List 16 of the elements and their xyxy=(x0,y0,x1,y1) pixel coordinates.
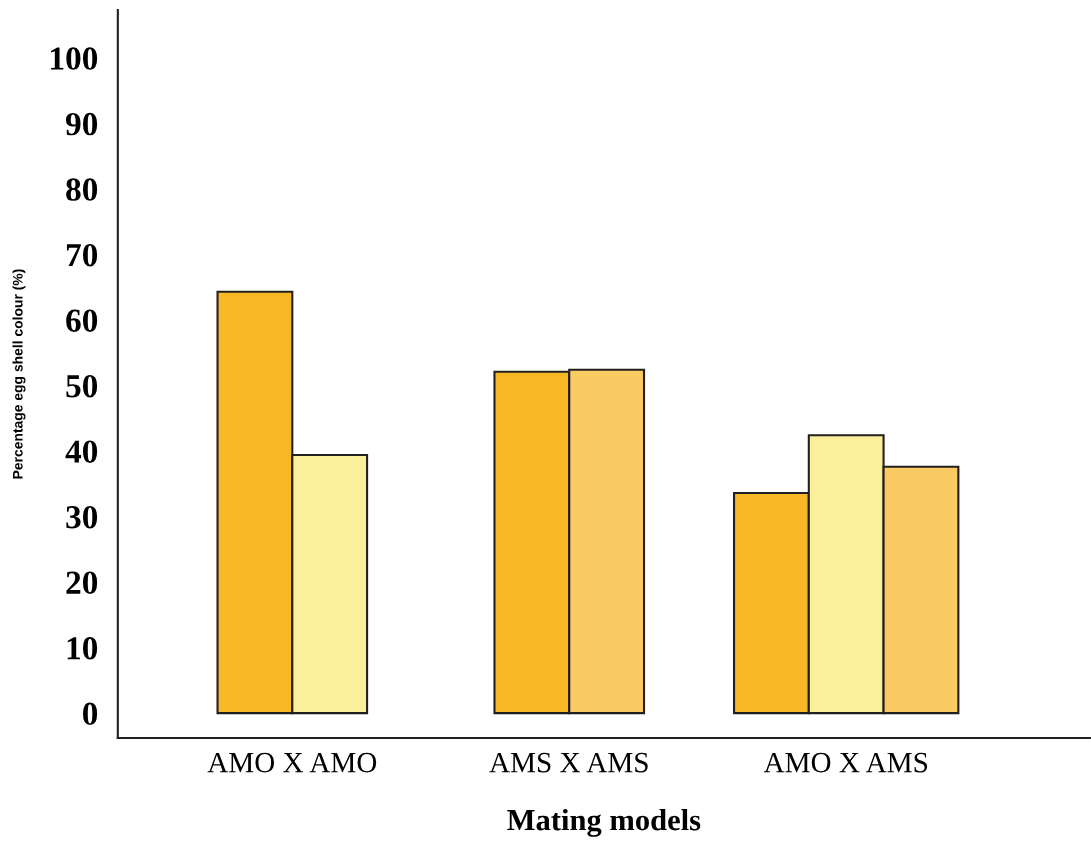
y-tick-label: 90 xyxy=(65,112,98,136)
y-tick-label: 100 xyxy=(51,47,98,70)
x-tick-label: AMO X AMS xyxy=(763,752,928,773)
x-axis-title: Mating models xyxy=(507,808,701,837)
y-tick-label: 30 xyxy=(66,505,98,529)
y-tick-label: 70 xyxy=(66,243,98,267)
y-tick-label: 80 xyxy=(66,178,98,201)
y-tick-label: 60 xyxy=(66,309,98,332)
x-tick-label: AMO X AMO xyxy=(207,752,377,773)
x-tick-label: AMS X AMS xyxy=(489,752,648,773)
y-tick-label: 50 xyxy=(66,374,98,398)
y-axis-title: Percentage egg shell colour (%) xyxy=(12,269,26,479)
y-tick-label: 40 xyxy=(65,440,98,463)
y-tick-label: 10 xyxy=(67,637,98,660)
y-tick-label: 0 xyxy=(82,702,98,726)
y-tick-label: 20 xyxy=(66,571,98,594)
